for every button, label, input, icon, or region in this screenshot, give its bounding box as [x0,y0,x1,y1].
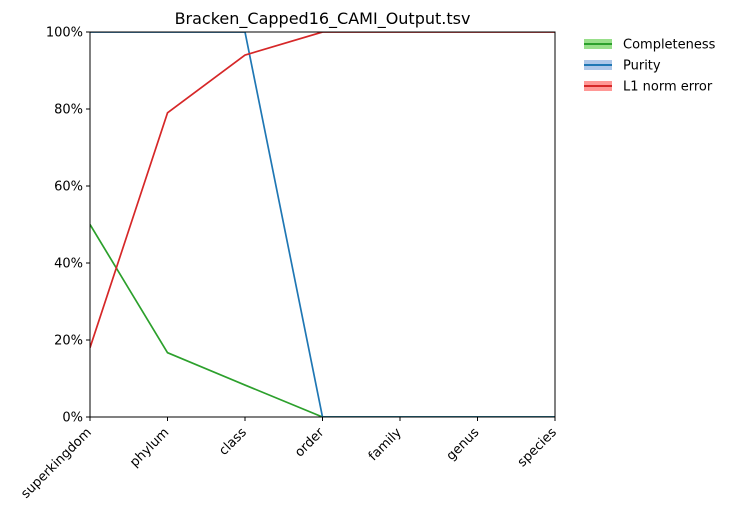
legend-item: Completeness [584,38,716,53]
series-line-l1-norm-error [90,32,555,348]
y-tick-label: 40% [54,257,83,272]
series-line-purity [90,32,555,417]
x-tick-label: phylum [127,425,172,470]
chart-title: Bracken_Capped16_CAMI_Output.tsv [175,9,471,29]
x-tick-label: class [216,425,250,459]
series-layer [90,32,555,417]
y-axis: 0% 20% 40% 60% 80% 100% [46,26,90,426]
legend-item: Purity [584,59,661,74]
legend-label: Purity [623,59,661,74]
legend-item: L1 norm error [584,80,713,95]
series-line-completeness [90,224,555,417]
x-tick-label: order [292,425,328,461]
x-tick-label: species [515,425,560,470]
x-tick-label: genus [444,425,483,464]
y-tick-label: 100% [46,26,83,41]
legend-label: Completeness [623,38,716,53]
y-tick-label: 0% [62,411,83,426]
plot-frame [89,31,556,418]
y-tick-label: 80% [54,103,83,118]
y-tick-label: 20% [54,334,83,349]
x-tick-label: superkingdom [18,425,94,501]
x-tick-label: family [366,425,405,464]
legend-label: L1 norm error [623,80,713,95]
legend: Completeness Purity L1 norm error [584,38,716,95]
x-axis: superkingdom phylum class order family genus s… [18,417,560,502]
y-tick-label: 60% [54,180,83,195]
